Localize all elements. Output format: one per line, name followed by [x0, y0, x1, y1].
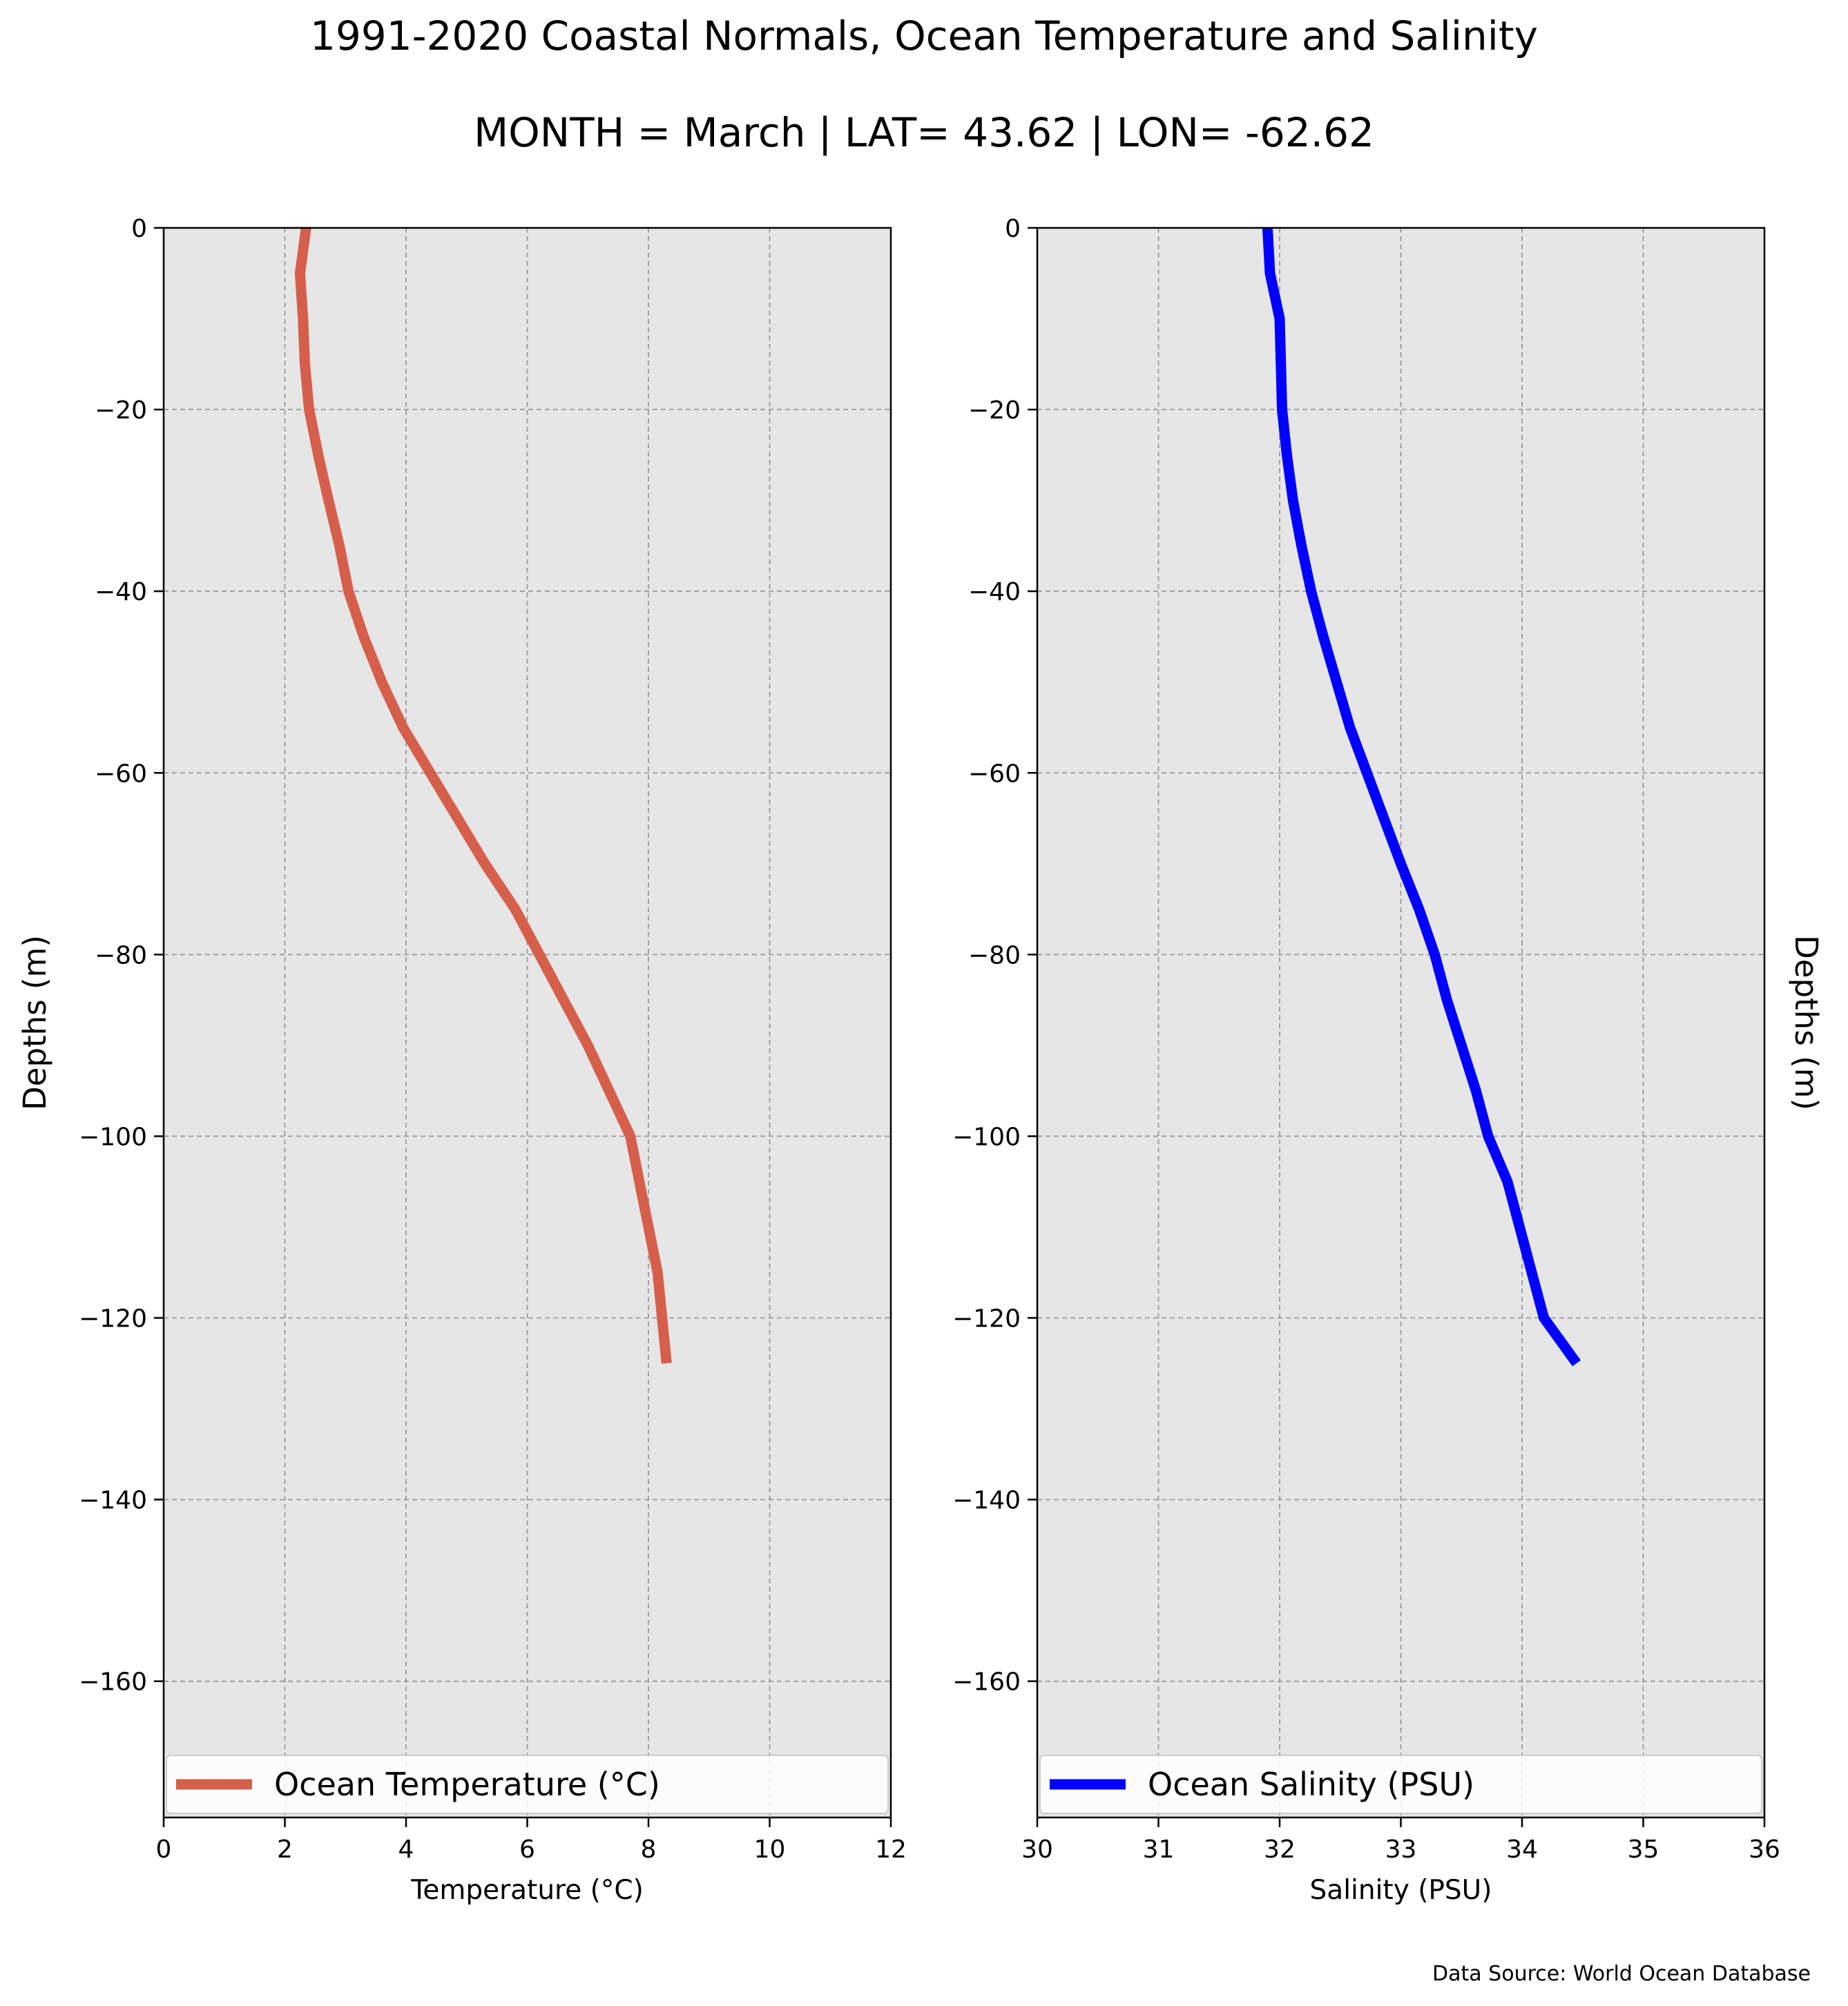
y-tick-label: −60: [95, 760, 147, 788]
x-tick-label: 10: [754, 1835, 786, 1864]
legend-box: [1039, 1755, 1762, 1814]
legend-box: [166, 1755, 889, 1814]
y-tick-label: −140: [952, 1487, 1021, 1515]
data-source-note: Data Source: World Ocean Database: [1432, 1962, 1811, 1986]
legend: Ocean Salinity (PSU): [1039, 1755, 1762, 1814]
y-tick-label: 0: [131, 215, 147, 243]
chart-title: 1991-2020 Coastal Normals, Ocean Tempera…: [310, 12, 1538, 59]
y-tick-label: −20: [968, 396, 1021, 425]
x-tick-label: 4: [398, 1835, 414, 1864]
legend-label: Ocean Temperature (°C): [274, 1766, 660, 1803]
y-tick-label: −40: [968, 578, 1021, 606]
x-tick-label: 32: [1264, 1835, 1296, 1864]
temperature-panel: 0 2 4 6 8 10 12 0 −20 −40 −60 −80 −100 −120 −140 −160 Te…: [17, 215, 907, 1906]
x-tick-label: 0: [156, 1835, 172, 1864]
y-tick-label: −80: [968, 941, 1021, 970]
y-tick-label: −140: [79, 1487, 147, 1515]
x-axis-label: Salinity (PSU): [1310, 1875, 1492, 1906]
x-tick-label: 34: [1506, 1835, 1538, 1864]
series-line: [1262, 227, 1581, 1367]
y-tick-label: −120: [952, 1305, 1021, 1333]
y-tick-label: −60: [968, 760, 1021, 788]
chart-subtitle: MONTH = March | LAT= 43.62 | LON= -62.62: [474, 109, 1374, 156]
x-tick-label: 36: [1749, 1835, 1780, 1864]
x-tick-label: 35: [1628, 1835, 1659, 1864]
y-tick-label: −160: [79, 1668, 147, 1697]
y-axis-label: Depths (m): [17, 935, 53, 1110]
y-tick-label: −100: [79, 1123, 147, 1151]
salinity-panel: 30 31 32 33 34 35 36 0 −20 −40 −60 −80 −100 −120 −140 −…: [952, 215, 1825, 1906]
y-tick-label: −100: [952, 1123, 1021, 1151]
x-tick-label: 12: [875, 1835, 907, 1864]
x-tick-label: 30: [1021, 1835, 1053, 1864]
y-tick-label: −120: [79, 1305, 147, 1333]
legend: Ocean Temperature (°C): [166, 1755, 889, 1814]
y-tick-label: −80: [95, 941, 147, 970]
x-tick-label: 31: [1143, 1835, 1175, 1864]
legend-label: Ocean Salinity (PSU): [1148, 1766, 1474, 1803]
y-tick-label: −20: [95, 396, 147, 425]
plot-area: [164, 228, 891, 1817]
y-tick-label: −160: [952, 1668, 1021, 1697]
x-tick-label: 2: [277, 1835, 293, 1864]
x-tick-label: 6: [519, 1835, 535, 1864]
y-tick-label: −40: [95, 578, 147, 606]
series-line: [294, 227, 672, 1364]
y-tick-label: 0: [1005, 215, 1021, 243]
x-tick-label: 8: [641, 1835, 657, 1864]
x-axis-label: Temperature (°C): [410, 1875, 644, 1906]
plot-area: [1037, 228, 1764, 1817]
x-tick-label: 33: [1385, 1835, 1417, 1864]
y-axis-label: Depths (m): [1788, 935, 1825, 1110]
